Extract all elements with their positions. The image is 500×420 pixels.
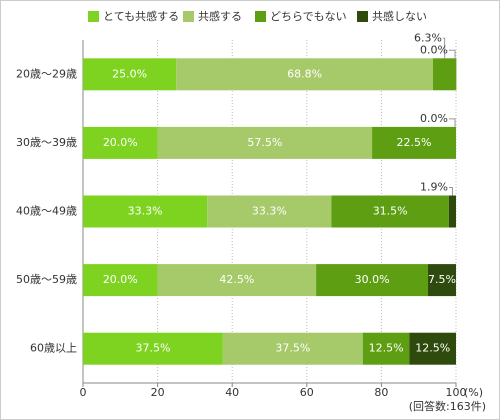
value-label: 57.5% — [247, 136, 282, 149]
bar-segment — [83, 264, 158, 297]
bar-segment — [362, 332, 410, 365]
value-label: 42.5% — [219, 273, 254, 286]
leader-line — [449, 187, 453, 196]
bar-segment — [409, 332, 456, 365]
bar-segment — [176, 58, 433, 91]
value-label: 20.0% — [103, 273, 138, 286]
leader-line — [443, 37, 446, 59]
bar-segment — [448, 195, 456, 228]
bar-segment — [316, 264, 429, 297]
bar-segment — [331, 195, 449, 228]
x-tick-label: 0 — [80, 386, 87, 399]
leader-line — [449, 49, 456, 59]
value-label: 33.3% — [252, 205, 287, 218]
legend-swatch — [357, 11, 368, 22]
value-label: 12.5% — [415, 342, 450, 355]
value-label: 68.8% — [287, 67, 322, 80]
value-label: 1.9% — [420, 181, 448, 194]
bar-segment — [372, 126, 456, 159]
y-tick-label: 20歳〜29歳 — [16, 67, 77, 80]
legend-swatch — [255, 11, 266, 22]
bar-segment — [207, 195, 332, 228]
bar-segment — [83, 195, 208, 228]
x-unit: (%) — [464, 386, 483, 399]
legend-label: どちらでもない — [270, 10, 347, 23]
value-label: 0.0% — [420, 112, 448, 125]
value-label: 25.0% — [112, 67, 147, 80]
legend-swatch — [88, 11, 99, 22]
bar-segment — [222, 332, 363, 365]
value-label: 12.5% — [369, 342, 404, 355]
value-label: 31.5% — [373, 205, 408, 218]
value-label: 0.0% — [420, 43, 448, 56]
bar-segment — [83, 58, 177, 91]
note: (回答数:163件) — [409, 399, 486, 413]
legend-label: 共感しない — [372, 10, 427, 23]
value-label: 22.5% — [397, 136, 432, 149]
bar-segment — [83, 126, 158, 159]
legend-label: とても共感する — [103, 10, 179, 23]
y-tick-label: 40歳〜49歳 — [16, 205, 77, 218]
x-tick-label: 40 — [225, 386, 239, 399]
legend-swatch — [183, 11, 194, 22]
x-tick-label: 100 — [446, 386, 467, 399]
y-tick-label: 60歳以上 — [30, 342, 77, 355]
y-tick-label: 30歳〜39歳 — [16, 136, 77, 149]
value-label: 6.3% — [414, 31, 442, 44]
bar-segment — [428, 264, 456, 297]
value-label: 37.5% — [275, 342, 310, 355]
value-label: 33.3% — [128, 205, 163, 218]
x-tick-label: 80 — [374, 386, 388, 399]
value-label: 30.0% — [355, 273, 390, 286]
value-label: 37.5% — [135, 342, 170, 355]
bar-segment — [432, 58, 457, 91]
bar-segment — [157, 264, 317, 297]
value-label: 20.0% — [103, 136, 138, 149]
bar-segment — [83, 332, 223, 365]
x-tick-label: 60 — [300, 386, 314, 399]
legend-label: 共感する — [198, 10, 242, 23]
bar-segment — [157, 126, 373, 159]
leader-line — [449, 118, 456, 127]
x-tick-label: 20 — [151, 386, 165, 399]
value-label: 7.5% — [428, 273, 456, 286]
y-tick-label: 50歳〜59歳 — [16, 273, 77, 286]
